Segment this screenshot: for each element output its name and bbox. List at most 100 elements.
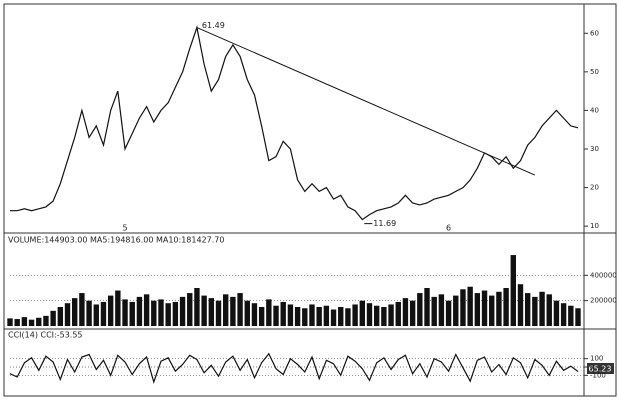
volume-bar [510,255,516,326]
volume-bar [158,299,164,326]
volume-bar [496,291,502,326]
volume-bar [568,305,574,326]
volume-bar [143,294,150,326]
volume-bar [474,293,481,326]
x-tick-label: 6 [446,224,451,233]
volume-bar [532,296,538,326]
volume-bar [86,300,92,326]
volume-bar [388,304,394,326]
volume-bar [287,304,294,326]
volume-bar [424,288,430,326]
volume-bar [201,295,207,326]
volume-bar [244,300,250,326]
volume-bar [7,318,13,326]
volume-bar [517,284,524,326]
volume-bar [223,294,229,326]
y-tick-label: 20 [590,184,599,192]
volume-bar [151,300,157,326]
volume-bar [237,293,243,326]
volume-bar [503,288,509,326]
volume-bar [409,300,416,326]
volume-bar [395,301,401,326]
volume-bar [524,293,531,326]
volume-bar [575,308,581,326]
volume-bar [294,307,301,326]
volume-bar [36,317,42,326]
volume-bar [129,301,135,326]
volume-bar [431,296,437,326]
volume-bar [266,299,272,326]
line-series [9,352,579,384]
volume-bar [417,293,423,326]
volume-bar [122,299,128,326]
volume-bar [453,295,459,326]
y-tick-label: 60 [590,29,599,37]
volume-bar [100,301,107,326]
volume-bar [64,303,71,326]
chart-frame [3,3,617,397]
y-tick-label: 10 [590,222,599,230]
volume-bar [359,300,365,326]
volume-bar [115,290,121,326]
volume-bar [93,304,99,326]
volume-bar [445,300,452,326]
volume-bar [172,301,179,326]
volume-bar [230,296,236,326]
volume-bar [187,293,193,326]
volume-bar [381,307,387,326]
volume-bar [460,289,466,326]
volume-bar [366,303,373,326]
volume-bar [302,308,308,326]
volume-bar [539,291,545,326]
volume-bar [194,288,200,326]
volume-bar [373,305,380,326]
volume-bar [481,290,488,326]
value-marker-box [587,363,614,374]
volume-bar [323,305,330,326]
volume-bar [14,319,20,326]
volume-bar [352,304,358,326]
volume-bar [179,296,186,326]
cci-title: CCI(14) CCI:-53.55 [8,331,83,340]
volume-bar [43,315,49,326]
volume-bar [215,300,222,326]
volume-bar [489,295,495,326]
peak-label: 61.49 [202,21,225,30]
volume-bar [165,303,171,326]
line-series [10,25,579,221]
volume-bar [208,298,215,326]
y-tick-label: -100 [590,371,606,379]
volume-bar [560,303,567,326]
y-tick-label: 40 [590,106,599,114]
volume-bar [79,293,85,326]
volume-bar [309,304,315,326]
volume-bar [338,307,344,326]
volume-bar [467,286,473,326]
low-label: 11.69 [373,219,396,228]
volume-bar [136,296,143,326]
volume-bar [316,307,322,326]
volume-bar [546,294,552,326]
volume-bar [28,319,35,326]
volume-bar [280,301,286,326]
volume-bar [21,317,28,326]
y-tick-label: 50 [590,68,599,76]
volume-bar [345,308,351,326]
y-tick-label: 0 [590,363,594,371]
volume-bar [57,307,64,326]
volume-bar [402,298,409,326]
value-marker: 65.23 [589,365,612,374]
volume-bar [273,305,279,326]
volume-bar [72,298,78,326]
volume-bar [107,295,114,326]
volume-bar [50,310,56,326]
volume-bar [438,294,445,326]
y-tick-label: 100 [590,355,603,363]
x-tick-label: 5 [122,224,127,233]
y-tick-label: 30 [590,145,599,153]
y-tick-label: 400000 [590,271,617,279]
volume-bar [258,307,265,326]
volume-bar [251,303,258,326]
volume-title: VOLUME:144903.00 MA5:194816.00 MA10:1814… [8,236,224,245]
